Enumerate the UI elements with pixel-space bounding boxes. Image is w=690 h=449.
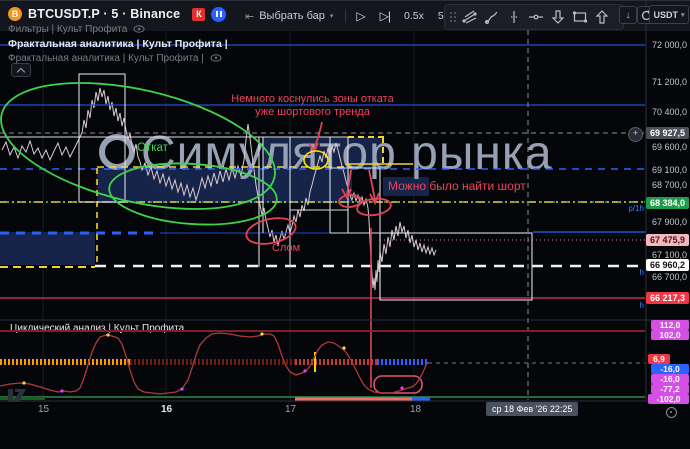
crosshair-date-badge: ср 18 Фев '26 22:25 (486, 402, 579, 416)
kult-profita-logo-icon: К (192, 7, 206, 21)
fractal-legend-row-active[interactable]: Фрактальная аналитика | Культ Профита | (8, 38, 228, 50)
level-badge-green: 68 384,0 (646, 197, 689, 209)
oscillator-badge: -16,0 (651, 364, 689, 374)
filters-label: Фильтры | Культ Профита (8, 23, 128, 35)
eye-icon[interactable] (210, 54, 222, 62)
oscillator-circle (373, 375, 423, 394)
horizontal-line-icon[interactable] (525, 7, 546, 27)
pullback-label: Откат (137, 142, 168, 154)
axis-sub-label: h (639, 301, 644, 310)
tradingview-logo[interactable] (8, 389, 26, 402)
price-tick: 72 000,0 (652, 40, 688, 50)
price-tick: 71 200,0 (652, 77, 688, 87)
download-button[interactable]: ↓ (619, 6, 637, 24)
green-ellipses (0, 82, 278, 226)
cycle-dots-magenta (60, 369, 404, 393)
structure-boxes (0, 73, 533, 301)
price-tick: 66 700,0 (652, 272, 688, 282)
arrow-down-shape-icon[interactable] (547, 7, 568, 27)
price-tick: 68 700,0 (652, 180, 688, 190)
fractal-legend-row-muted[interactable]: Фрактальная аналитика | Культ Профита | (8, 52, 222, 64)
toolbar-drag-handle-icon[interactable] (448, 7, 458, 27)
rectangle-shape-icon[interactable] (569, 7, 590, 27)
indicator-title[interactable]: Циклический анализ | Культ Профита (10, 323, 185, 334)
target-icon[interactable] (666, 407, 677, 418)
fractal-muted-label: Фрактальная аналитика | Культ Профита | (8, 52, 204, 64)
arrow-down-3 (368, 169, 376, 202)
watermark-text: Симулятор рынка (141, 127, 553, 180)
level-badge-red: 66 217,3 (646, 292, 689, 304)
price-tick: 70 400,0 (652, 107, 688, 117)
play-button[interactable]: ▷ (356, 9, 366, 23)
price-tick: 67 900,0 (652, 217, 688, 227)
price-tick: 67 100,0 (652, 250, 688, 260)
break-label: Слом (272, 242, 301, 254)
watermark-logo (99, 134, 135, 170)
time-label: 18 (410, 404, 422, 415)
drawing-toolbar[interactable] (444, 4, 624, 30)
axis-sub-label: h (639, 268, 644, 277)
indicator-upper-band-line (0, 330, 645, 332)
oscillator-badge: 112,0 (651, 320, 689, 330)
oscillator-badge: -16,0 (651, 374, 689, 384)
trend-lines-icon[interactable] (459, 7, 480, 27)
level-badge-white: 66 960,2 (646, 259, 689, 271)
crosshair-price-badge: 69 927,5 (646, 127, 689, 139)
symbol-title[interactable]: BTCUSDT.P · 5 · Binance (28, 7, 181, 21)
time-label: 17 (285, 404, 297, 415)
touch-zone-note: Немного коснулись зоны отката уже шортов… (231, 93, 394, 118)
oscillator-badge: 6,9 (648, 354, 670, 364)
separator (345, 9, 347, 23)
speed-button[interactable]: 0.5x (403, 10, 424, 22)
oscillator-badge: 102,0 (651, 330, 689, 340)
step-forward-button[interactable]: ▷| (379, 9, 391, 23)
symbol-legend[interactable]: B BTCUSDT.P · 5 · Binance К (8, 6, 227, 22)
grid-lines (42, 30, 415, 400)
chart-canvas[interactable]: Симулятор рынка (0, 0, 690, 419)
cycle-indicator (0, 332, 645, 402)
yellow-zone (96, 136, 413, 267)
filters-legend-row[interactable]: Фильтры | Культ Профита (8, 23, 145, 35)
crosshair (0, 30, 645, 400)
cycle-dots-yellow (22, 332, 346, 385)
vertical-line-icon[interactable] (503, 7, 524, 27)
select-bar-button[interactable]: ⇤ Выбрать бар ▾ (245, 10, 333, 23)
time-axis[interactable] (0, 401, 690, 419)
arrow-head-3 (369, 192, 380, 206)
eye-icon[interactable] (133, 25, 145, 33)
time-label: 16 (161, 404, 173, 415)
yellow-ellipse (303, 150, 329, 170)
price-tick: 69 100,0 (652, 165, 688, 175)
arrow-head-1 (308, 142, 319, 155)
chevron-down-icon: ▾ (329, 13, 334, 20)
arrow-up-shape-icon[interactable] (591, 7, 612, 27)
currency-label: USDT (653, 9, 678, 20)
bitcoin-icon: B (8, 7, 22, 21)
arrow-head-2 (341, 188, 352, 201)
chevron-down-icon: ▾ (680, 11, 685, 19)
axis-sub-label: p/1h (628, 204, 644, 213)
replay-pause-button[interactable] (211, 6, 227, 22)
time-label: 15 (38, 404, 50, 415)
watermark: Симулятор рынка (99, 127, 553, 180)
select-bar-icon: ⇤ (245, 10, 255, 23)
short-note: Можно было найти шорт (388, 179, 526, 193)
select-bar-label: Выбрать бар (259, 10, 325, 22)
currency-selector[interactable]: USDT ▾ (649, 5, 689, 24)
brush-icon[interactable] (481, 7, 502, 27)
oscillator-badge: -77,2 (651, 384, 689, 394)
add-order-plus-button[interactable]: + (628, 127, 643, 142)
arrow-down-2 (346, 169, 352, 197)
collapse-legend-button[interactable] (11, 63, 31, 77)
fractal-active-label: Фрактальная аналитика | Культ Профита | (8, 38, 228, 50)
price-tick: 69 600,0 (652, 142, 688, 152)
oscillator-badge: -102,0 (648, 394, 689, 404)
level-badge-pink: 67 475,9 (646, 234, 689, 246)
arrow-down-1 (313, 121, 323, 151)
